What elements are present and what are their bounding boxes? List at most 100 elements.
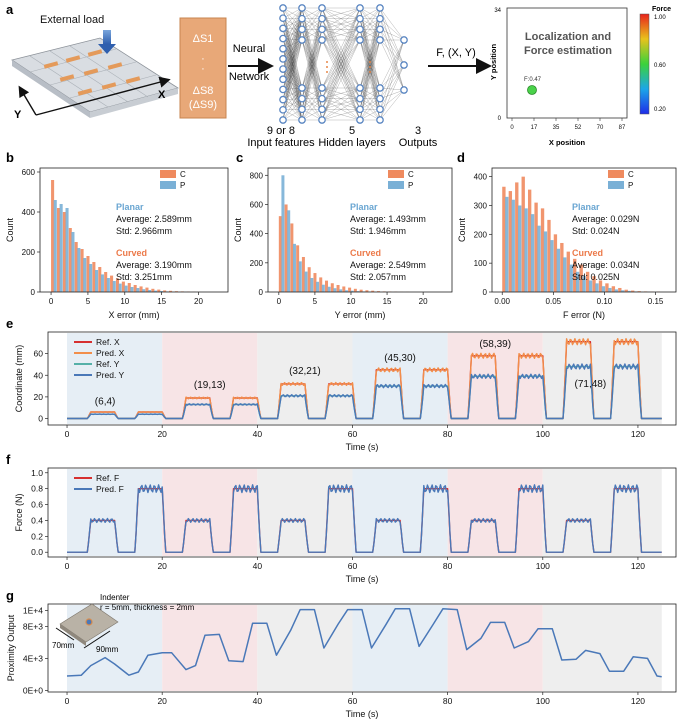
x-tick-label: 20 [194,297,203,306]
y-tick-label: 600 [250,200,264,209]
planar-stats-std: Std: 2.966mm [116,226,172,236]
nn-connection [321,87,361,121]
nn-neuron [298,84,306,92]
nn-neuron [279,116,287,124]
time-segment-band [542,469,662,556]
hist-bar-P [556,248,560,292]
x-tick-label: 0.00 [494,297,510,306]
nn-connection [321,39,361,121]
hist-bar-P [563,257,567,292]
nn-neuron [356,94,364,103]
time-segment-band [447,605,543,691]
hist-bar-C [598,280,603,292]
y-tick-label: 1.0 [31,468,43,478]
nn-neuron [400,86,408,94]
time-segment-band [257,333,353,424]
planar-stats-average: Average: 1.493mm [350,214,426,224]
curved-stats-average: Average: 3.190mm [116,260,192,270]
hist-bar-P [505,196,509,292]
hist-bar-P [321,284,325,292]
nn-neuron [400,36,408,44]
coordinate-timeseries: (6,4) (19,13) (32,21) (45,30) (58,39) (71,48)… [14,331,677,452]
nn-neuron [279,75,287,84]
coordinate-annotation: (71,48) [575,379,607,390]
nn-neuron [279,34,287,43]
legend-label-C: C [408,170,414,179]
y-tick-label: 400 [474,173,488,182]
hist-bar-P [304,271,308,292]
hist-bar-C [353,288,357,292]
y-tick-label: 0 [259,288,264,297]
nn-connection [379,7,405,91]
hist-bar-P [614,289,618,292]
x-tick-label: 60 [348,696,358,706]
indenter-label: Indenter [100,593,130,602]
hist-bar-C [547,219,551,292]
nn-connection [359,7,381,110]
nn-connection [321,98,361,121]
nn-connection [379,29,405,91]
nn-connection [379,89,405,110]
neural-label-line1: Neural [233,43,265,55]
hist-bar-C [56,208,61,292]
hist-bar-C [566,251,570,292]
hist-bar-C [579,264,583,292]
hist-bar-C [573,258,577,292]
x-axis-label: Time (s) [346,574,379,584]
hist-bar-C [290,223,294,292]
neural-label-line2: Network [229,71,270,83]
hist-bar-C [115,278,120,292]
nn-connection [321,7,361,99]
hist-bar-P [310,277,314,292]
series-line-Pred. Y [67,363,662,420]
width-dim-label: 90mm [96,645,119,654]
y-tick-label: 400 [22,208,36,217]
legend-label-C: C [628,170,634,179]
hist-bar-P [569,264,573,292]
sensor-s1-label: ΔS1 [193,33,214,45]
nn-connection [379,7,405,66]
sensor-sheet-illustration: External load Y X [11,14,179,121]
hist-bar-P [518,205,522,292]
nn-outputs-label: Outputs [399,137,438,149]
x-tick-label: 80 [443,429,453,439]
nn-connection [379,18,405,41]
nn-connection [282,58,303,99]
y-tick-label: 4E+3 [23,653,43,663]
hist-bar-C [284,204,288,292]
hist-bar-C [585,271,590,292]
panel-a: a [6,2,671,149]
hist-bar-C [92,262,96,292]
nn-connection [282,58,303,89]
nn-connection [282,29,303,121]
x-axis-label: F error (N) [563,310,605,320]
hist-bar-C [611,286,616,292]
nn-neuron [318,105,326,114]
nn-connection [282,7,303,89]
x-tick-label: 10 [347,297,356,306]
plot-frame [267,167,453,293]
nn-neuron [318,4,326,12]
panel-label-b: b [6,150,14,165]
hist-bar-P [333,288,337,292]
nn-connection [301,7,323,89]
time-segment-band [67,333,163,424]
legend-label-Ref. X: Ref. X [96,337,120,347]
hist-bar-C [605,283,609,292]
result-title-line1: Localization and [525,31,611,43]
x-tick-label: 60 [348,429,358,439]
result-xtick-label: 35 [553,125,560,131]
x-tick-label: 20 [157,561,167,571]
x-tick-label: 20 [157,429,167,439]
planar-stats-title: Planar [572,202,600,212]
y-tick-label: 0.8 [31,484,43,494]
hist-bar-C [618,287,622,292]
sensor-signal-box: ΔS1 · · ΔS8 (ΔS9) [179,17,227,119]
legend-label-Pred. F: Pred. F [96,484,124,494]
hist-bar-C [157,289,161,292]
hist-bar-C [169,290,173,292]
panel-label-a: a [6,2,14,17]
nn-ellipsis-dot [326,71,328,73]
nn-connection [321,109,361,121]
x-tick-label: 60 [348,561,358,571]
